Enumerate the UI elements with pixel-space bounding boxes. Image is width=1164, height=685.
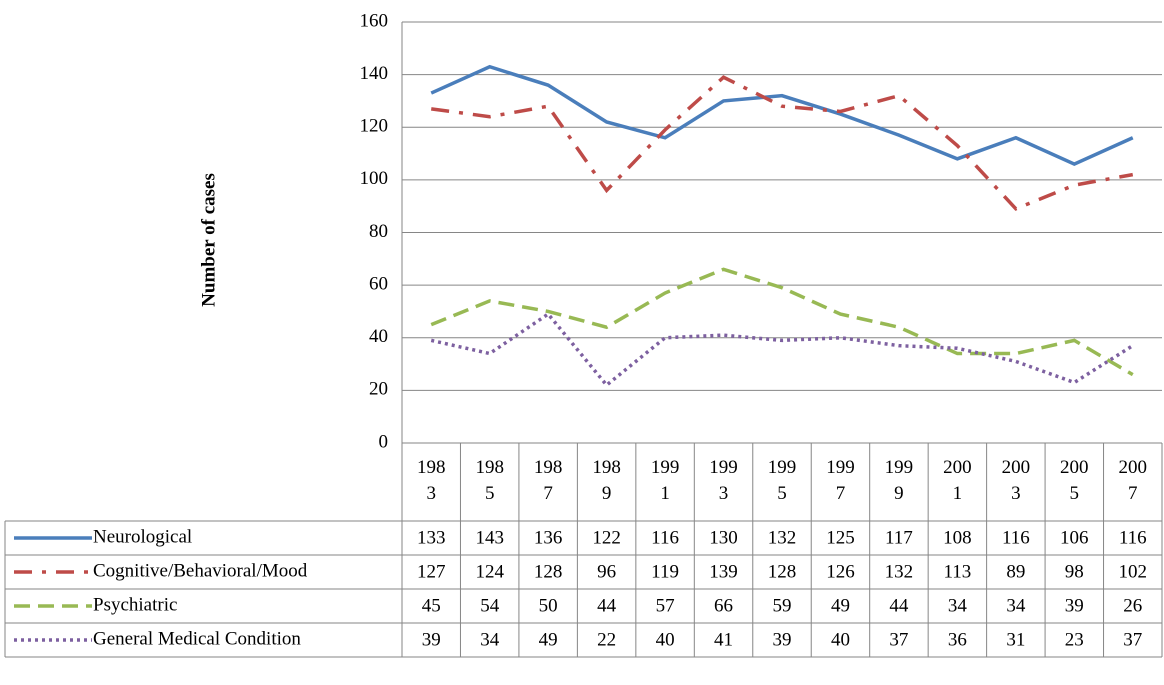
table-value: 31 — [1006, 629, 1025, 650]
table-value: 50 — [539, 595, 558, 616]
series-line — [430, 75, 1134, 211]
series-line — [430, 64, 1134, 167]
table-value: 45 — [422, 595, 441, 616]
table-value: 124 — [475, 561, 504, 582]
table-value: 130 — [709, 527, 738, 548]
table-value: 136 — [534, 527, 563, 548]
y-tick-label: 100 — [360, 168, 389, 189]
x-tick-label: 1991 — [650, 457, 680, 504]
table-value: 96 — [597, 561, 616, 582]
y-tick-label: 0 — [379, 431, 389, 452]
x-tick-label: 1985 — [475, 457, 504, 504]
table-value: 49 — [539, 629, 558, 650]
table-value: 37 — [889, 629, 908, 650]
table-value: 66 — [714, 595, 733, 616]
series-line — [430, 267, 1134, 377]
table-value: 106 — [1060, 527, 1089, 548]
table-value: 57 — [656, 595, 675, 616]
x-tick-label: 2005 — [1060, 457, 1089, 504]
table-value: 132 — [768, 527, 797, 548]
table-value: 139 — [709, 561, 738, 582]
y-tick-label: 60 — [369, 273, 388, 294]
table-value: 44 — [597, 595, 617, 616]
table-value: 102 — [1119, 561, 1148, 582]
table-value: 125 — [826, 527, 855, 548]
table-value: 128 — [768, 561, 797, 582]
y-tick-label: 140 — [360, 63, 389, 84]
legend-label: General Medical Condition — [93, 628, 301, 649]
table-value: 133 — [417, 527, 446, 548]
table-value: 39 — [1065, 595, 1084, 616]
table-value: 116 — [1119, 527, 1147, 548]
table-value: 143 — [475, 527, 504, 548]
table-value: 34 — [1006, 595, 1026, 616]
table-value: 126 — [826, 561, 855, 582]
table-value: 49 — [831, 595, 850, 616]
table-value: 34 — [948, 595, 968, 616]
legend-label: Neurological — [93, 526, 192, 547]
legend-label: Cognitive/Behavioral/Mood — [93, 560, 308, 581]
table-value: 36 — [948, 629, 967, 650]
table-value: 22 — [597, 629, 616, 650]
x-tick-label: 1987 — [533, 457, 563, 504]
table-value: 113 — [943, 561, 971, 582]
y-axis-label: Number of cases — [198, 173, 219, 307]
table-value: 127 — [417, 561, 446, 582]
x-tick-label: 1993 — [709, 457, 738, 504]
table-value: 89 — [1006, 561, 1025, 582]
table-value: 39 — [773, 629, 792, 650]
table-value: 59 — [773, 595, 792, 616]
table-value: 128 — [534, 561, 563, 582]
y-tick-label: 20 — [369, 379, 388, 400]
y-tick-label: 120 — [360, 116, 389, 137]
x-tick-label: 2007 — [1118, 457, 1148, 504]
table-value: 44 — [889, 595, 909, 616]
x-tick-label: 2001 — [943, 457, 972, 504]
legend-label: Psychiatric — [93, 594, 177, 615]
table-value: 119 — [651, 561, 679, 582]
table-value: 34 — [480, 629, 500, 650]
y-tick-label: 80 — [369, 221, 388, 242]
x-tick-label: 1983 — [416, 457, 446, 504]
table-value: 132 — [885, 561, 914, 582]
table-value: 26 — [1123, 595, 1142, 616]
series-line — [430, 311, 1134, 388]
y-tick-label: 160 — [360, 10, 389, 31]
table-value: 98 — [1065, 561, 1084, 582]
table-value: 116 — [651, 527, 679, 548]
table-value: 41 — [714, 629, 733, 650]
table-value: 37 — [1123, 629, 1142, 650]
table-value: 117 — [885, 527, 913, 548]
x-tick-label: 1999 — [884, 457, 914, 504]
table-value: 108 — [943, 527, 972, 548]
table-value: 39 — [422, 629, 441, 650]
table-value: 54 — [480, 595, 500, 616]
x-tick-label: 1989 — [592, 457, 621, 504]
x-tick-label: 1995 — [767, 457, 797, 504]
x-tick-label: 2003 — [1001, 457, 1031, 504]
x-tick-label: 1997 — [826, 457, 855, 504]
table-value: 122 — [592, 527, 621, 548]
table-value: 23 — [1065, 629, 1084, 650]
table-value: 40 — [831, 629, 850, 650]
y-tick-label: 40 — [369, 326, 388, 347]
table-value: 40 — [656, 629, 675, 650]
table-value: 116 — [1002, 527, 1030, 548]
